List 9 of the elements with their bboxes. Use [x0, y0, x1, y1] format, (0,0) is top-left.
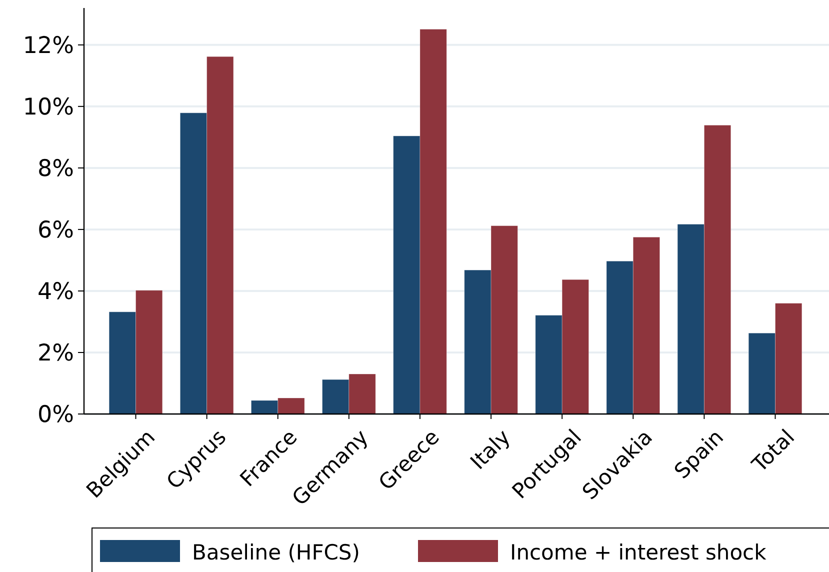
y-tick-label: 12%	[22, 32, 74, 59]
y-tick-label: 6%	[38, 218, 74, 244]
y-tick-label: 2%	[38, 340, 74, 367]
y-tick-label: 4%	[38, 279, 74, 306]
y-tick-label: 8%	[38, 156, 74, 182]
legend-label: Income + interest shock	[510, 540, 768, 564]
y-tick-label: 0%	[38, 402, 74, 428]
y-tick-label: 10%	[22, 94, 74, 120]
legend-label: Baseline (HFCS)	[192, 540, 360, 564]
